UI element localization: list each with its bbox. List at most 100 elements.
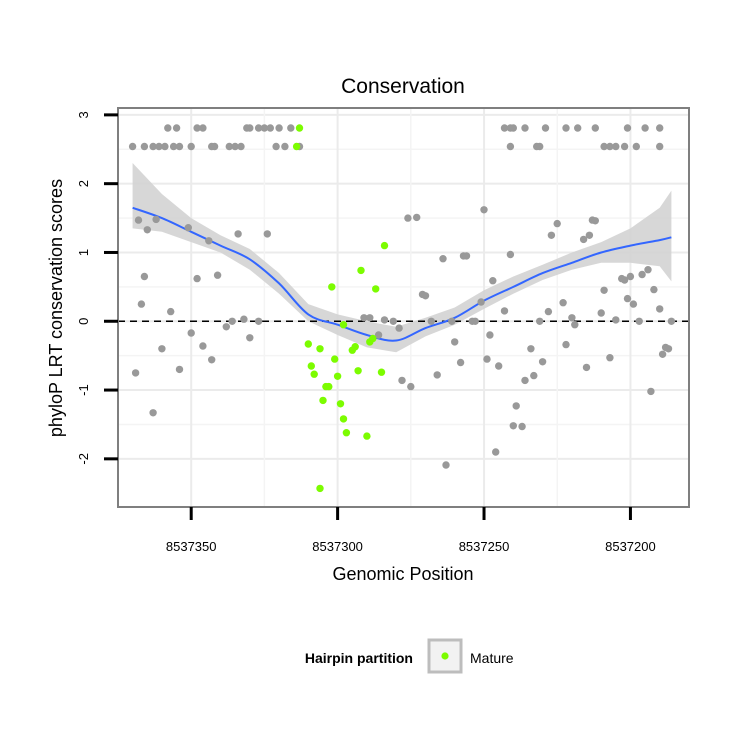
point-mature bbox=[377, 368, 386, 376]
point-other bbox=[287, 124, 295, 132]
point-other bbox=[600, 142, 608, 151]
point-other bbox=[380, 316, 389, 324]
point-mature bbox=[369, 334, 377, 343]
point-other bbox=[506, 142, 515, 151]
point-other bbox=[541, 124, 550, 132]
y-tick-label: 0 bbox=[76, 318, 91, 325]
point-other bbox=[606, 354, 614, 362]
point-other bbox=[568, 314, 576, 322]
point-other bbox=[521, 124, 529, 132]
point-other bbox=[395, 324, 403, 332]
point-other bbox=[137, 300, 146, 308]
point-other bbox=[612, 316, 620, 324]
point-other bbox=[184, 224, 192, 232]
smooth-confidence-band bbox=[132, 163, 672, 353]
point-other bbox=[140, 142, 149, 151]
point-other bbox=[360, 314, 368, 322]
point-other bbox=[647, 387, 655, 396]
x-tick-label: 8537200 bbox=[605, 539, 656, 554]
point-other bbox=[451, 338, 459, 346]
legend: Hairpin partition Mature bbox=[305, 638, 514, 674]
point-other bbox=[266, 124, 274, 132]
point-other bbox=[158, 345, 166, 353]
point-other bbox=[489, 277, 497, 285]
point-mature bbox=[339, 321, 348, 329]
point-other bbox=[492, 448, 500, 456]
point-other bbox=[612, 142, 620, 151]
x-tick-label: 8537350 bbox=[166, 539, 217, 554]
point-other bbox=[626, 272, 635, 281]
point-other bbox=[562, 340, 570, 349]
point-mature bbox=[328, 283, 336, 291]
point-other bbox=[620, 142, 629, 151]
plot-background bbox=[118, 108, 689, 507]
y-tick-label: -1 bbox=[76, 384, 91, 396]
legend-title: Hairpin partition bbox=[305, 650, 413, 666]
point-other bbox=[149, 142, 157, 151]
point-other bbox=[222, 323, 230, 331]
smooth-trend-line bbox=[132, 206, 672, 342]
point-other bbox=[559, 299, 567, 307]
point-other bbox=[667, 317, 676, 325]
point-mature bbox=[380, 241, 389, 250]
point-other bbox=[167, 307, 175, 316]
point-other bbox=[623, 294, 632, 303]
point-mature bbox=[331, 355, 339, 363]
point-other bbox=[263, 230, 271, 238]
point-other bbox=[225, 142, 233, 151]
point-other bbox=[638, 270, 646, 279]
y-tick-label: 3 bbox=[76, 111, 91, 118]
point-mature bbox=[295, 124, 304, 132]
point-other bbox=[521, 376, 529, 385]
point-other bbox=[246, 124, 254, 132]
point-other bbox=[442, 461, 450, 469]
point-other bbox=[571, 321, 579, 329]
point-other bbox=[260, 124, 269, 132]
point-mature bbox=[333, 372, 342, 380]
x-tick-label: 8537250 bbox=[459, 539, 510, 554]
point-other bbox=[471, 317, 479, 325]
point-other bbox=[483, 355, 491, 363]
point-other bbox=[544, 307, 553, 316]
point-other bbox=[237, 142, 245, 151]
point-other bbox=[172, 124, 181, 132]
point-other bbox=[240, 315, 248, 323]
plot-border bbox=[117, 107, 690, 508]
x-axis: 8537350 8537300 8537250 8537200 bbox=[166, 507, 656, 554]
point-other bbox=[131, 369, 140, 377]
point-other bbox=[553, 219, 561, 228]
point-other bbox=[421, 292, 430, 300]
point-other bbox=[272, 142, 280, 151]
point-other bbox=[228, 317, 236, 325]
point-other bbox=[234, 230, 242, 238]
point-other bbox=[187, 142, 195, 151]
point-other bbox=[582, 363, 591, 372]
point-other bbox=[656, 124, 664, 132]
point-other bbox=[509, 124, 517, 132]
point-other bbox=[620, 276, 629, 284]
point-other bbox=[210, 142, 219, 151]
point-other bbox=[527, 345, 535, 353]
point-other bbox=[275, 124, 283, 132]
point-mature bbox=[363, 432, 371, 440]
point-other bbox=[623, 124, 632, 132]
point-other bbox=[231, 142, 239, 151]
grid-lines bbox=[118, 108, 689, 507]
point-other bbox=[427, 317, 435, 325]
point-other bbox=[208, 356, 216, 364]
point-other bbox=[448, 317, 456, 325]
legend-label-mature: Mature bbox=[470, 650, 514, 666]
point-other bbox=[536, 142, 544, 151]
point-other bbox=[128, 142, 137, 151]
point-other bbox=[480, 206, 488, 214]
point-other bbox=[254, 124, 263, 132]
point-other bbox=[407, 382, 415, 391]
point-other bbox=[149, 409, 157, 417]
point-other bbox=[658, 350, 667, 358]
point-mature bbox=[310, 370, 318, 378]
point-other bbox=[134, 216, 143, 224]
point-other bbox=[632, 142, 640, 151]
point-other bbox=[606, 142, 614, 151]
point-other bbox=[547, 231, 556, 239]
